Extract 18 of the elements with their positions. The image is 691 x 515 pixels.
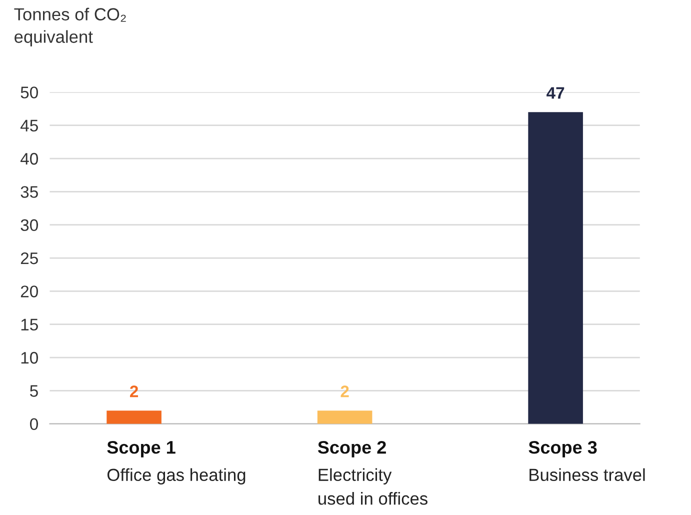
data-label: 2: [130, 386, 138, 398]
y-tick-label: 25: [20, 252, 38, 264]
y-axis-title: Tonnes of CO₂ equivalent: [14, 8, 126, 46]
y-tick-label: 45: [20, 120, 38, 132]
x-tick-label: Scope 2 Electricity used in offices: [318, 440, 428, 505]
y-tick-label: 40: [20, 152, 38, 165]
data-label: 2: [340, 386, 349, 398]
y-tick-label: 0: [30, 418, 38, 430]
y-tick-label: 30: [20, 219, 38, 232]
data-label: 47: [546, 87, 564, 99]
y-tick-label: 35: [20, 186, 38, 198]
y-tick-label: 50: [20, 86, 38, 98]
y-tick-label: 20: [20, 286, 38, 298]
x-tick-label: Scope 3 Business travel: [528, 440, 645, 482]
y-tick-label: 15: [21, 318, 38, 331]
x-tick-label: Scope 1 Office gas heating: [107, 440, 246, 484]
y-tick-label: 10: [21, 352, 38, 364]
y-tick-label: 5: [30, 385, 38, 397]
